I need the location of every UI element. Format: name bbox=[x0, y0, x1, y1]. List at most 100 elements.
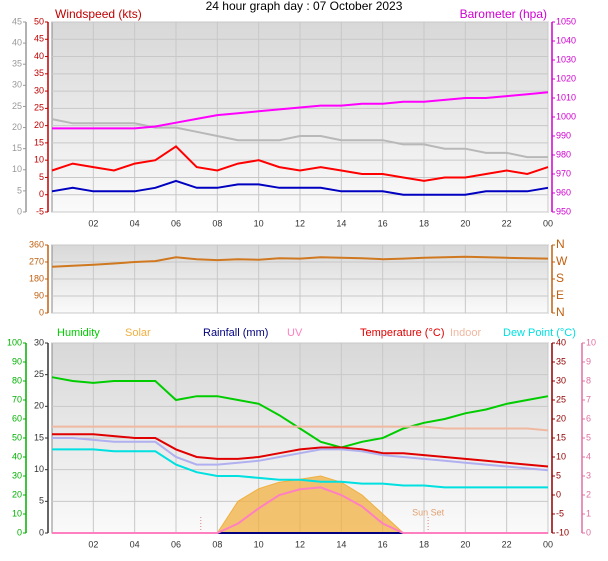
y-tick-label: 7 bbox=[586, 394, 591, 404]
y-tick-label: 960 bbox=[556, 187, 571, 197]
legend-entry: Dew Point (°C) bbox=[503, 327, 576, 339]
line bbox=[52, 486, 548, 534]
y-tick-label: 0 bbox=[39, 189, 44, 199]
y-tick-label: 25 bbox=[34, 369, 44, 379]
y-tick-label: 20 bbox=[34, 120, 44, 130]
y-tick-label: 1 bbox=[586, 508, 591, 518]
y-tick-label: 60 bbox=[12, 413, 22, 423]
y-tick-label: 50 bbox=[34, 16, 44, 26]
y-tick-label: 15 bbox=[12, 143, 22, 153]
y-tick-label: 4 bbox=[586, 451, 591, 461]
x-tick-label: 04 bbox=[130, 218, 140, 228]
y-tick-label: 270 bbox=[29, 256, 44, 266]
y-tick-label: 30 bbox=[12, 470, 22, 480]
y-tick-label: 90 bbox=[34, 290, 44, 300]
y-tick-label: 0 bbox=[586, 527, 591, 537]
y-tick-label: 5 bbox=[17, 185, 22, 195]
y-tick-label: 30 bbox=[556, 375, 566, 385]
y-tick-label: 40 bbox=[12, 37, 22, 47]
y-tick-label: 5 bbox=[556, 470, 561, 480]
x-tick-label: 00 bbox=[543, 218, 553, 228]
y-tick-label: 25 bbox=[556, 394, 566, 404]
y-tick-label: 990 bbox=[556, 130, 571, 140]
line bbox=[52, 425, 549, 432]
y-tick-label: 0 bbox=[39, 527, 44, 537]
y-tick-label: 980 bbox=[556, 149, 571, 159]
chart-title: 24 hour graph day : 07 October 2023 bbox=[206, 0, 403, 13]
y-tick-label: 45 bbox=[34, 34, 44, 44]
x-tick-label: 00 bbox=[543, 539, 553, 549]
x-tick-label: 04 bbox=[130, 539, 140, 549]
x-tick-label: 22 bbox=[502, 539, 512, 549]
y-tick-label: 360 bbox=[29, 239, 44, 249]
x-tick-label: 20 bbox=[460, 218, 470, 228]
x-tick-label: 16 bbox=[378, 218, 388, 228]
y-tick-label: E bbox=[556, 288, 564, 302]
y-tick-label: 35 bbox=[12, 59, 22, 69]
y-tick-label: 10 bbox=[586, 337, 596, 347]
y-tick-label: 1040 bbox=[556, 35, 576, 45]
legend-entry: Temperature (°C) bbox=[360, 327, 444, 339]
y-tick-label: 950 bbox=[556, 206, 571, 216]
x-tick-label: 10 bbox=[254, 218, 264, 228]
y-tick-label: 10 bbox=[12, 508, 22, 518]
y-tick-label: 1020 bbox=[556, 73, 576, 83]
x-tick-label: 18 bbox=[419, 539, 429, 549]
line bbox=[51, 118, 548, 159]
x-tick-label: 12 bbox=[295, 539, 305, 549]
line bbox=[52, 437, 549, 472]
y-tick-label: -5 bbox=[556, 508, 564, 518]
y-tick-label: W bbox=[556, 254, 568, 268]
y-tick-label: 5 bbox=[586, 432, 591, 442]
line bbox=[52, 433, 549, 468]
y-tick-label: N bbox=[556, 305, 565, 319]
y-tick-label: 9 bbox=[586, 356, 591, 366]
x-tick-label: 06 bbox=[171, 539, 181, 549]
y-tick-label: 0 bbox=[17, 527, 22, 537]
y-tick-label: -5 bbox=[36, 206, 44, 216]
y-tick-label: 25 bbox=[34, 103, 44, 113]
y-tick-label: 20 bbox=[556, 413, 566, 423]
y-tick-label: 5 bbox=[39, 172, 44, 182]
y-tick-label: 70 bbox=[12, 394, 22, 404]
y-tick-label: 0 bbox=[39, 307, 44, 317]
legend-entry: Humidity bbox=[57, 327, 100, 339]
legend-entry: Rainfall (mm) bbox=[203, 327, 268, 339]
x-tick-label: 18 bbox=[419, 218, 429, 228]
line bbox=[52, 448, 548, 489]
x-tick-label: 14 bbox=[336, 218, 346, 228]
y-tick-label: 180 bbox=[29, 273, 44, 283]
legend-entry: Solar bbox=[125, 327, 151, 339]
y-tick-label: 3 bbox=[586, 470, 591, 480]
y-tick-label: 20 bbox=[12, 122, 22, 132]
y-tick-label: 20 bbox=[34, 401, 44, 411]
y-tick-label: 1000 bbox=[556, 111, 576, 121]
y-tick-label: 5 bbox=[39, 496, 44, 506]
y-tick-label: 30 bbox=[34, 85, 44, 95]
y-tick-label: 0 bbox=[17, 206, 22, 216]
y-tick-label: 100 bbox=[7, 337, 22, 347]
y-tick-label: 970 bbox=[556, 168, 571, 178]
y-axis-title: Windspeed (kts) bbox=[55, 7, 142, 21]
y-tick-label: 20 bbox=[12, 489, 22, 499]
y-tick-label: 10 bbox=[34, 464, 44, 474]
y-tick-label: 30 bbox=[34, 337, 44, 347]
y-tick-label: 30 bbox=[12, 80, 22, 90]
x-tick-label: 02 bbox=[88, 539, 98, 549]
line bbox=[51, 145, 549, 182]
y-tick-label: 10 bbox=[556, 451, 566, 461]
y-tick-label: 2 bbox=[586, 489, 591, 499]
x-tick-label: 20 bbox=[460, 539, 470, 549]
x-tick-label: 16 bbox=[378, 539, 388, 549]
x-tick-label: 22 bbox=[502, 218, 512, 228]
x-tick-label: 12 bbox=[295, 218, 305, 228]
y-tick-label: 15 bbox=[34, 432, 44, 442]
y-tick-label: -10 bbox=[556, 527, 569, 537]
annotation: Sun Set bbox=[412, 507, 445, 517]
y-tick-label: 45 bbox=[12, 16, 22, 26]
x-tick-label: 02 bbox=[88, 218, 98, 228]
y-tick-label: 35 bbox=[556, 356, 566, 366]
y-tick-label: 6 bbox=[586, 413, 591, 423]
y-tick-label: 15 bbox=[556, 432, 566, 442]
